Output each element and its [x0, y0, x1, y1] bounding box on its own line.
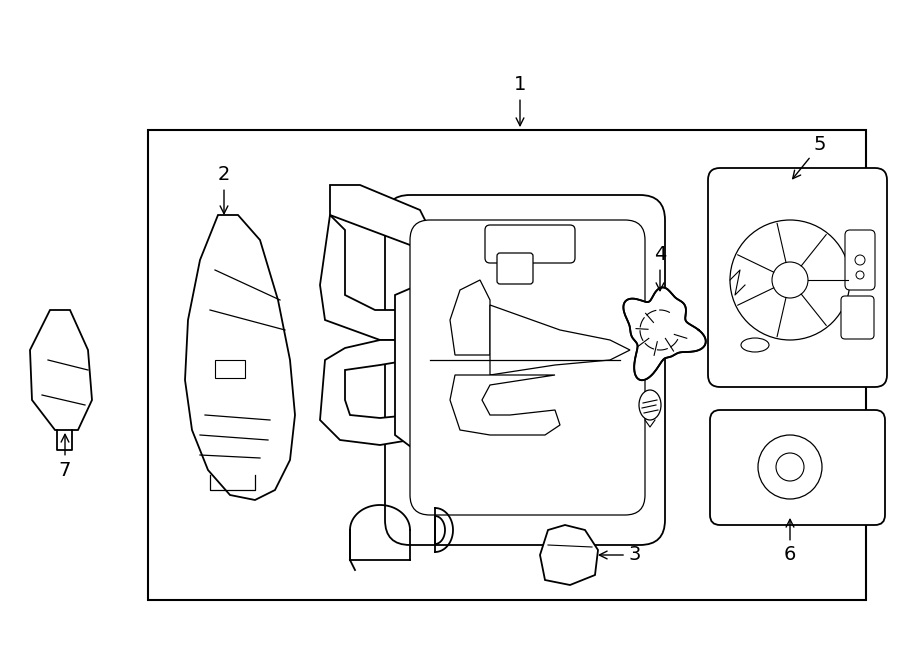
- Ellipse shape: [856, 271, 864, 279]
- Polygon shape: [450, 280, 490, 355]
- Text: 5: 5: [793, 136, 826, 178]
- FancyBboxPatch shape: [708, 168, 887, 387]
- Polygon shape: [540, 525, 598, 585]
- Circle shape: [772, 262, 808, 298]
- Circle shape: [776, 453, 804, 481]
- Ellipse shape: [639, 390, 661, 420]
- FancyBboxPatch shape: [497, 253, 533, 284]
- Bar: [215, 360, 245, 378]
- Bar: [148, 130, 866, 600]
- FancyBboxPatch shape: [845, 230, 875, 290]
- FancyBboxPatch shape: [410, 220, 645, 515]
- Polygon shape: [450, 375, 560, 435]
- Polygon shape: [320, 340, 410, 445]
- Polygon shape: [395, 280, 450, 450]
- FancyBboxPatch shape: [710, 410, 885, 525]
- Ellipse shape: [855, 255, 865, 265]
- FancyBboxPatch shape: [841, 296, 874, 339]
- Polygon shape: [624, 288, 706, 380]
- Polygon shape: [30, 310, 92, 430]
- FancyBboxPatch shape: [485, 225, 575, 263]
- Polygon shape: [185, 215, 295, 500]
- Polygon shape: [330, 185, 430, 245]
- Polygon shape: [320, 215, 410, 340]
- Circle shape: [758, 435, 822, 499]
- Circle shape: [730, 220, 850, 340]
- Polygon shape: [490, 305, 630, 375]
- Text: 1: 1: [514, 75, 526, 126]
- Text: 2: 2: [218, 165, 230, 214]
- FancyBboxPatch shape: [385, 195, 665, 545]
- Text: 6: 6: [784, 520, 796, 564]
- Text: 3: 3: [599, 545, 641, 564]
- Text: 7: 7: [58, 434, 71, 479]
- Text: 4: 4: [653, 245, 666, 291]
- Ellipse shape: [741, 338, 769, 352]
